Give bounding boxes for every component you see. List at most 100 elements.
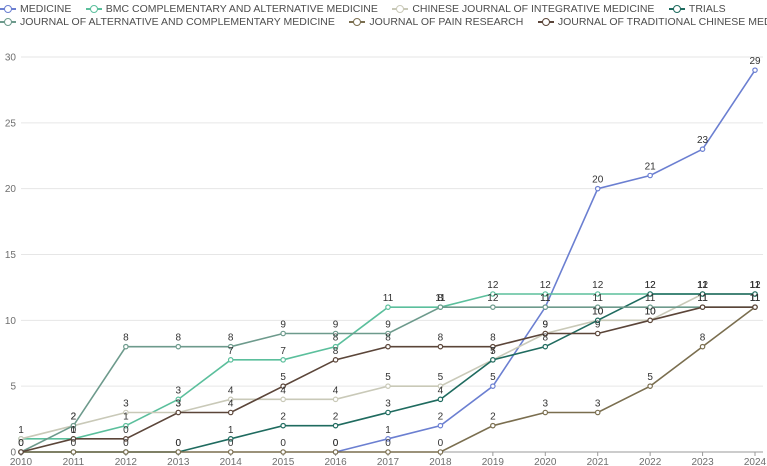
data-label: 0 <box>280 438 286 449</box>
data-point[interactable] <box>227 449 234 455</box>
data-point[interactable] <box>385 330 391 337</box>
data-point[interactable] <box>647 317 653 324</box>
data-label: 8 <box>543 333 549 344</box>
data-point[interactable] <box>175 396 182 403</box>
data-point[interactable] <box>385 436 391 442</box>
legend-item-tcm[interactable]: JOURNAL OF TRADITIONAL CHINESE MEDICINE <box>537 13 767 31</box>
data-point[interactable] <box>437 343 444 350</box>
data-point[interactable] <box>227 409 234 416</box>
data-point[interactable] <box>699 291 706 297</box>
data-point[interactable] <box>280 449 286 455</box>
data-label: 11 <box>750 293 761 304</box>
data-point[interactable] <box>227 343 234 350</box>
data-point[interactable] <box>437 449 444 455</box>
data-point[interactable] <box>385 383 391 389</box>
data-point[interactable] <box>227 396 234 403</box>
data-label: 9 <box>543 320 549 331</box>
data-point[interactable] <box>70 436 77 442</box>
data-point[interactable] <box>175 343 182 350</box>
data-point[interactable] <box>752 67 758 73</box>
data-label: 3 <box>176 385 182 396</box>
data-point[interactable] <box>123 343 129 350</box>
data-label: 11 <box>697 280 708 291</box>
data-point[interactable] <box>647 172 653 179</box>
legend-item-medicine[interactable]: MEDICINE <box>0 0 71 18</box>
data-point[interactable] <box>280 422 286 429</box>
data-point[interactable] <box>490 422 496 429</box>
legend-item-pain-research[interactable]: JOURNAL OF PAIN RESEARCH <box>349 13 523 31</box>
data-point[interactable] <box>70 449 77 455</box>
data-point[interactable] <box>18 436 24 442</box>
data-label: 3 <box>385 399 391 410</box>
data-point[interactable] <box>594 304 601 310</box>
data-point[interactable] <box>594 291 601 297</box>
data-point[interactable] <box>752 291 758 297</box>
data-point[interactable] <box>227 357 234 363</box>
data-label: 8 <box>228 333 234 344</box>
data-point[interactable] <box>542 291 549 297</box>
data-point[interactable] <box>490 383 496 389</box>
data-point[interactable] <box>437 304 444 310</box>
data-point[interactable] <box>542 330 549 337</box>
data-point[interactable] <box>385 304 391 310</box>
data-point[interactable] <box>280 330 286 337</box>
data-point[interactable] <box>699 304 706 310</box>
data-point[interactable] <box>332 449 339 455</box>
data-label: 8 <box>700 333 706 344</box>
data-point[interactable] <box>123 422 129 429</box>
data-point[interactable] <box>647 383 653 389</box>
data-point[interactable] <box>490 291 496 297</box>
data-point[interactable] <box>385 343 391 350</box>
data-point[interactable] <box>699 146 706 152</box>
data-point[interactable] <box>280 396 286 403</box>
legend-item-alt-comp[interactable]: JOURNAL OF ALTERNATIVE AND COMPLEMENTARY… <box>0 13 335 31</box>
data-point[interactable] <box>699 343 706 350</box>
data-point[interactable] <box>542 409 549 416</box>
data-point[interactable] <box>542 343 549 350</box>
y-tick-label: 15 <box>5 250 17 261</box>
legend-row-2: JOURNAL OF ALTERNATIVE AND COMPLEMENTARY… <box>0 13 767 31</box>
data-label: 11 <box>697 293 708 304</box>
data-point[interactable] <box>594 317 601 324</box>
data-point[interactable] <box>437 383 444 389</box>
data-point[interactable] <box>542 304 549 310</box>
x-tick-label: 2013 <box>167 457 190 466</box>
data-point[interactable] <box>175 449 182 455</box>
data-point[interactable] <box>490 304 496 310</box>
data-point[interactable] <box>752 304 758 310</box>
data-point[interactable] <box>123 436 129 442</box>
legend-label: BMC COMPLEMENTARY AND ALTERNATIVE MEDICI… <box>105 3 378 15</box>
legend-item-trials[interactable]: TRIALS <box>668 0 726 18</box>
data-point[interactable] <box>227 436 234 442</box>
data-point[interactable] <box>385 409 391 416</box>
data-point[interactable] <box>437 422 444 429</box>
data-point[interactable] <box>385 449 391 455</box>
data-point[interactable] <box>437 396 444 403</box>
data-point[interactable] <box>280 357 286 363</box>
data-label: 8 <box>438 333 444 344</box>
data-label: 4 <box>438 385 444 396</box>
data-point[interactable] <box>490 357 496 363</box>
x-tick-label: 2011 <box>63 457 85 466</box>
data-point[interactable] <box>332 422 339 429</box>
data-point[interactable] <box>280 383 286 389</box>
data-point[interactable] <box>594 409 601 416</box>
data-point[interactable] <box>594 185 601 192</box>
data-point[interactable] <box>123 409 129 416</box>
data-point[interactable] <box>123 449 129 455</box>
legend-item-bmc[interactable]: BMC COMPLEMENTARY AND ALTERNATIVE MEDICI… <box>85 0 378 18</box>
data-point[interactable] <box>647 304 653 310</box>
data-point[interactable] <box>18 449 24 455</box>
data-point[interactable] <box>175 409 182 416</box>
data-point[interactable] <box>332 396 339 403</box>
data-point[interactable] <box>70 422 77 429</box>
legend-item-chinese-journal[interactable]: CHINESE JOURNAL OF INTEGRATIVE MEDICINE <box>392 0 654 18</box>
data-label: 0 <box>333 438 339 449</box>
data-point[interactable] <box>647 291 653 297</box>
data-point[interactable] <box>332 330 339 337</box>
data-point[interactable] <box>332 357 339 363</box>
data-label: 11 <box>697 293 708 304</box>
data-point[interactable] <box>594 330 601 337</box>
data-point[interactable] <box>332 343 339 350</box>
data-point[interactable] <box>490 343 496 350</box>
